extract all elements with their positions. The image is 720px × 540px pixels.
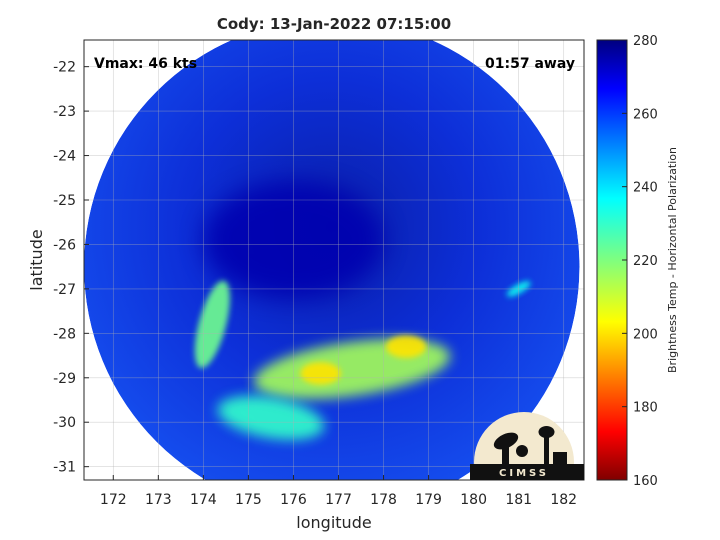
x-tick-label: 182 — [550, 492, 577, 508]
logo-dish-icon — [493, 432, 519, 450]
logo-tower — [544, 434, 549, 466]
colorbar-tick-label: 180 — [633, 401, 658, 416]
x-tick-label: 176 — [280, 492, 307, 508]
y-tick-label: -24 — [53, 149, 76, 165]
y-tick-label: -31 — [53, 460, 76, 476]
y-tick-label: -22 — [53, 60, 76, 76]
vmax-annotation: Vmax: 46 kts — [94, 56, 197, 72]
x-axis-ticks: 172 173 174 175 176 177 178 179 180 181 182 — [100, 475, 577, 508]
x-tick-label: 179 — [415, 492, 442, 508]
colorbar-tick-label: 240 — [633, 181, 658, 196]
logo-text: CIMSS — [499, 468, 549, 479]
feature-warm-spot — [300, 362, 341, 385]
x-tick-label: 174 — [190, 492, 217, 508]
colorbar-label: Brightness Temp - Horizontal Polarizatio… — [666, 147, 679, 373]
grid — [84, 40, 584, 480]
x-tick-label: 178 — [370, 492, 397, 508]
logo-dish-small-icon — [516, 445, 528, 457]
colorbar-tick-label: 220 — [633, 254, 658, 269]
y-axis-label: latitude — [27, 229, 46, 290]
feature-warm-spot — [385, 335, 427, 358]
chart-title: Cody: 13-Jan-2022 07:15:00 — [217, 15, 451, 33]
y-tick-label: -28 — [53, 326, 76, 342]
logo-dish-stand — [502, 444, 509, 466]
y-tick-label: -27 — [53, 282, 76, 298]
logo-ground — [470, 464, 584, 480]
colorbar: 280 260 240 220 200 180 160 Brightness Temp - … — [596, 34, 679, 489]
y-tick-label: -23 — [53, 104, 76, 120]
feature-arm-south — [217, 395, 325, 440]
x-tick-label: 175 — [235, 492, 262, 508]
logo-building — [553, 452, 567, 466]
x-axis-label: longitude — [296, 513, 371, 532]
y-tick-label: -26 — [53, 237, 76, 253]
colorbar-tick-label: 200 — [633, 327, 658, 342]
colorbar-tick-label: 260 — [633, 107, 658, 122]
logo-tower-tank-icon — [538, 426, 555, 438]
y-axis-ticks: -22 -23 -24 -25 -26 -27 -28 -29 -30 -31 — [53, 60, 89, 476]
colorbar-tick-label: 280 — [633, 34, 658, 49]
cimss-logo: CIMSS — [470, 412, 584, 480]
y-tick-label: -25 — [53, 193, 76, 209]
x-tick-label: 181 — [505, 492, 532, 508]
x-tick-label: 172 — [100, 492, 127, 508]
x-tick-label: 180 — [460, 492, 487, 508]
x-tick-label: 177 — [325, 492, 352, 508]
time-away-annotation: 01:57 away — [485, 56, 575, 72]
y-tick-label: -30 — [53, 415, 76, 431]
axes-frame — [83, 39, 585, 481]
y-tick-label: -29 — [53, 371, 76, 387]
colorbar-ticks: 280 260 240 220 200 180 160 — [622, 34, 658, 489]
x-tick-label: 173 — [145, 492, 172, 508]
colorbar-tick-label: 160 — [633, 474, 658, 489]
